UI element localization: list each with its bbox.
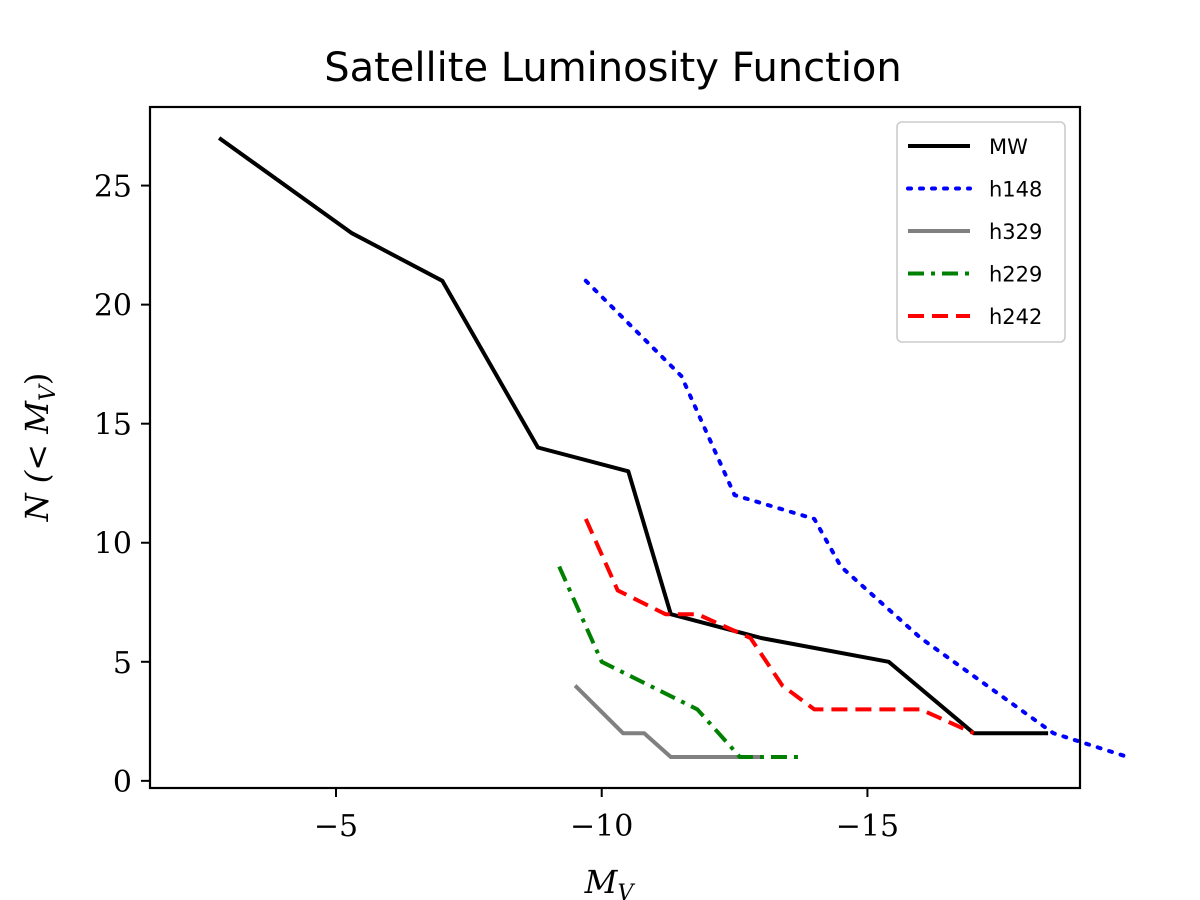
y-tick-label: 5 <box>113 646 132 681</box>
y-axis-label: N (< MV) <box>18 373 61 523</box>
x-axis: −5 −10 −15 <box>314 788 899 844</box>
y-tick-label: 10 <box>94 527 132 562</box>
legend-label-MW: MW <box>989 135 1028 159</box>
series-line-h329 <box>573 684 762 759</box>
legend: MW h148 h329 h229 h242 <box>896 121 1066 343</box>
y-tick-label: 0 <box>113 765 132 800</box>
chart-title: Satellite Luminosity Function <box>324 45 902 91</box>
series-line-h148 <box>583 278 1130 759</box>
series-line-MW <box>217 136 1049 736</box>
y-tick-label: 25 <box>94 170 132 205</box>
legend-label-h229: h229 <box>989 263 1042 287</box>
plot-frame <box>148 105 1082 790</box>
series-line-h242 <box>583 518 975 736</box>
series-line-h229 <box>557 565 804 759</box>
y-axis: 0 5 10 15 20 25 <box>94 170 150 800</box>
legend-label-h242: h242 <box>989 305 1042 329</box>
x-tick-label: −15 <box>836 809 899 844</box>
legend-label-h148: h148 <box>989 178 1042 202</box>
y-tick-label: 20 <box>94 289 132 324</box>
x-tick-label: −5 <box>314 809 358 844</box>
y-tick-label: 15 <box>94 408 132 443</box>
x-axis-label: MV <box>584 863 636 900</box>
legend-box <box>896 121 1066 343</box>
legend-label-h329: h329 <box>989 220 1042 244</box>
x-tick-label: −10 <box>570 809 633 844</box>
plot-area <box>217 136 1130 759</box>
